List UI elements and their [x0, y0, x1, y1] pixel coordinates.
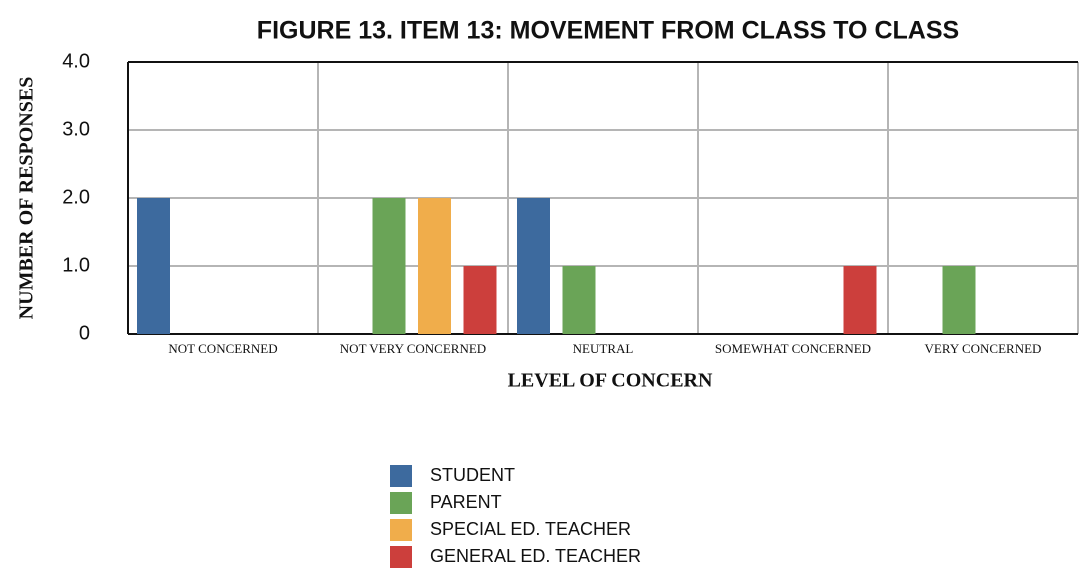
y-tick-label: 1.0 — [62, 254, 90, 276]
legend-label: PARENT — [430, 492, 502, 512]
legend-swatch — [390, 492, 412, 514]
bar — [517, 198, 550, 334]
legend-swatch — [390, 546, 412, 568]
x-tick-label: VERY CONCERNED — [925, 341, 1042, 356]
x-axis-title: LEVEL OF CONCERN — [508, 370, 713, 392]
x-tick-label: NOT VERY CONCERNED — [340, 341, 486, 356]
y-tick-label: 0 — [79, 322, 90, 344]
x-tick-label: NOT CONCERNED — [168, 341, 277, 356]
chart-title: FIGURE 13. ITEM 13: MOVEMENT FROM CLASS … — [257, 17, 959, 45]
bar — [843, 266, 877, 334]
bar — [372, 198, 406, 334]
legend-label: GENERAL ED. TEACHER — [430, 546, 641, 566]
legend-label: SPECIAL ED. TEACHER — [430, 519, 631, 539]
bar — [942, 266, 976, 334]
bar — [418, 198, 451, 334]
bar — [463, 266, 497, 334]
y-tick-label: 3.0 — [62, 118, 90, 140]
legend-swatch — [390, 519, 412, 541]
bar — [562, 266, 596, 334]
y-tick-label: 2.0 — [62, 186, 90, 208]
legend-label: STUDENT — [430, 465, 515, 485]
bar — [137, 198, 170, 334]
y-axis-title: NUMBER OF RESPONSES — [16, 77, 38, 320]
x-tick-label: SOMEWHAT CONCERNED — [715, 341, 871, 356]
legend-swatch — [390, 465, 412, 487]
x-tick-label: NEUTRAL — [573, 341, 634, 356]
y-tick-label: 4.0 — [62, 50, 90, 72]
